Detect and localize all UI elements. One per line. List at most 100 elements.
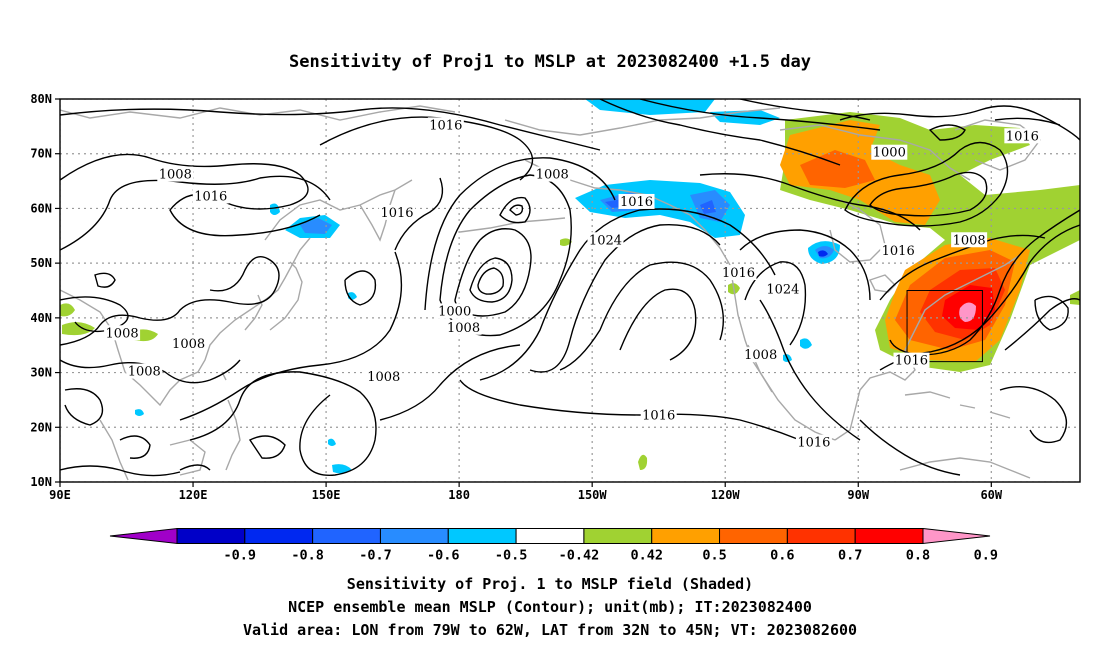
- contour-line: [699, 173, 921, 231]
- caption-line-1: Sensitivity of Proj. 1 to MSLP field (Sh…: [347, 575, 753, 593]
- contour-label: 1008: [447, 321, 480, 336]
- contour-line: [60, 296, 129, 333]
- contour-line: [60, 256, 280, 346]
- contour-label: 1008: [106, 326, 139, 341]
- colorbar-swatch: [447, 528, 517, 544]
- mslp-contours: [60, 99, 1080, 477]
- coastline-south-america: [899, 457, 1031, 479]
- contour-label-bg: [192, 188, 229, 204]
- contour-label: 1008: [744, 348, 777, 363]
- contour-label: 1024: [766, 283, 799, 298]
- shade-negative-lightblue: [332, 464, 352, 474]
- contour-line: [1034, 295, 1069, 331]
- contour-line: [839, 105, 1080, 141]
- contour-line: [248, 435, 286, 459]
- contour-line: [619, 288, 697, 361]
- contour-label: 1008: [128, 365, 161, 380]
- contour-line: [60, 107, 601, 151]
- colorbar-label: -0.6: [427, 548, 460, 564]
- coastline-kamchatka: [359, 189, 396, 242]
- contour-line: [119, 435, 151, 459]
- colorbar-swatch: [244, 528, 314, 544]
- coastline-japan: [269, 261, 303, 331]
- y-tick-label: 20N: [30, 420, 52, 434]
- figure-title: Sensitivity of Proj1 to MSLP at 20230824…: [289, 52, 811, 72]
- shade-positive-pink: [959, 302, 976, 322]
- colorbar: -0.9 -0.8 -0.7 -0.6 -0.5 -0.42 0.42 0.5 0.6 0.7 0.…: [109, 527, 998, 564]
- contour-line: [394, 177, 444, 251]
- coastline-alaska-north: [504, 107, 781, 136]
- contour-label: 1008: [367, 370, 400, 385]
- coastline-borneo: [169, 439, 206, 476]
- contour-label: 1000: [873, 146, 906, 161]
- contour-label: 1000: [438, 304, 471, 319]
- colorbar-end-left: [109, 527, 178, 545]
- contour-line: [759, 299, 861, 441]
- contour-line: [529, 223, 721, 373]
- shade-negative-blue: [300, 218, 332, 234]
- coastline-okhotsk: [264, 179, 413, 241]
- contour-label-bg: [104, 325, 141, 341]
- contour-label-bg: [618, 193, 655, 209]
- y-tick-label: 80N: [30, 92, 52, 106]
- colorbar-swatch: [854, 528, 924, 544]
- contour-line: [179, 464, 211, 471]
- contour-line: [994, 117, 1061, 126]
- contour-line: [859, 419, 961, 476]
- coastline-asia-east: [60, 237, 311, 407]
- contour-line: [60, 153, 321, 237]
- coastline-great-lakes: [869, 274, 896, 293]
- shade-negative-lightblue: [135, 409, 144, 416]
- contour-line: [319, 116, 534, 181]
- contour-label-bg: [157, 166, 194, 182]
- contour-line: [60, 175, 331, 251]
- y-tick-label: 60N: [30, 201, 52, 215]
- contour-line: [639, 99, 881, 131]
- contour-line: [179, 251, 403, 421]
- colorbar-label: -0.5: [495, 548, 528, 564]
- shade-negative-lightblue: [270, 203, 280, 215]
- contour-line: [559, 261, 725, 371]
- contour-label-bg: [951, 232, 988, 248]
- contour-line: [739, 99, 871, 121]
- contour-line: [189, 371, 377, 476]
- contour-line: [499, 196, 531, 224]
- colorbar-swatch: [719, 528, 788, 544]
- contour-label: 1016: [194, 189, 227, 204]
- caption-line-2: NCEP ensemble mean MSLP (Contour); unit(…: [288, 598, 812, 616]
- x-tick-label: 150E: [312, 488, 341, 502]
- contour-line: [999, 386, 1068, 444]
- contour-label-bg: [795, 434, 832, 450]
- contour-line: [459, 379, 801, 441]
- longitude-axis: 90E 120E 150E 180 150W 120W 90W 60W: [49, 482, 1003, 502]
- colorbar-swatch: [583, 528, 653, 544]
- contour-line: [928, 124, 966, 141]
- colorbar-label: 0.8: [906, 548, 930, 564]
- contour-label-bg: [587, 232, 624, 248]
- contour-line: [477, 267, 504, 295]
- contour-line: [879, 234, 1046, 301]
- contour-label: 1016: [380, 206, 413, 221]
- contour-line: [744, 261, 807, 346]
- y-tick-label: 30N: [30, 366, 52, 380]
- contour-label-bg: [445, 319, 482, 335]
- contour-label: 1008: [159, 168, 192, 183]
- x-tick-label: 90E: [49, 488, 71, 502]
- colorbar-swatch: [379, 528, 449, 544]
- contour-labels: 1016100810161016100810161024101610241000…: [104, 117, 1041, 451]
- caption-line-3: Valid area: LON from 79W to 62W, LAT fro…: [243, 621, 857, 639]
- contour-label-bg: [1004, 128, 1041, 144]
- colorbar-label: 0.9: [974, 548, 998, 564]
- lat-lon-grid: [60, 99, 1080, 482]
- contour-label: 1016: [722, 266, 755, 281]
- x-tick-label: 90W: [847, 488, 869, 502]
- shade-positive-green: [560, 238, 572, 246]
- coastline-caribbean: [904, 391, 1011, 419]
- contour-line: [469, 257, 513, 303]
- contour-label-bg: [170, 336, 207, 352]
- contour-label-bg: [871, 144, 908, 160]
- contour-label: 1016: [620, 195, 653, 210]
- shade-positive-darkorange: [800, 150, 875, 188]
- contour-label-bg: [880, 243, 917, 259]
- x-tick-label: 120E: [179, 488, 208, 502]
